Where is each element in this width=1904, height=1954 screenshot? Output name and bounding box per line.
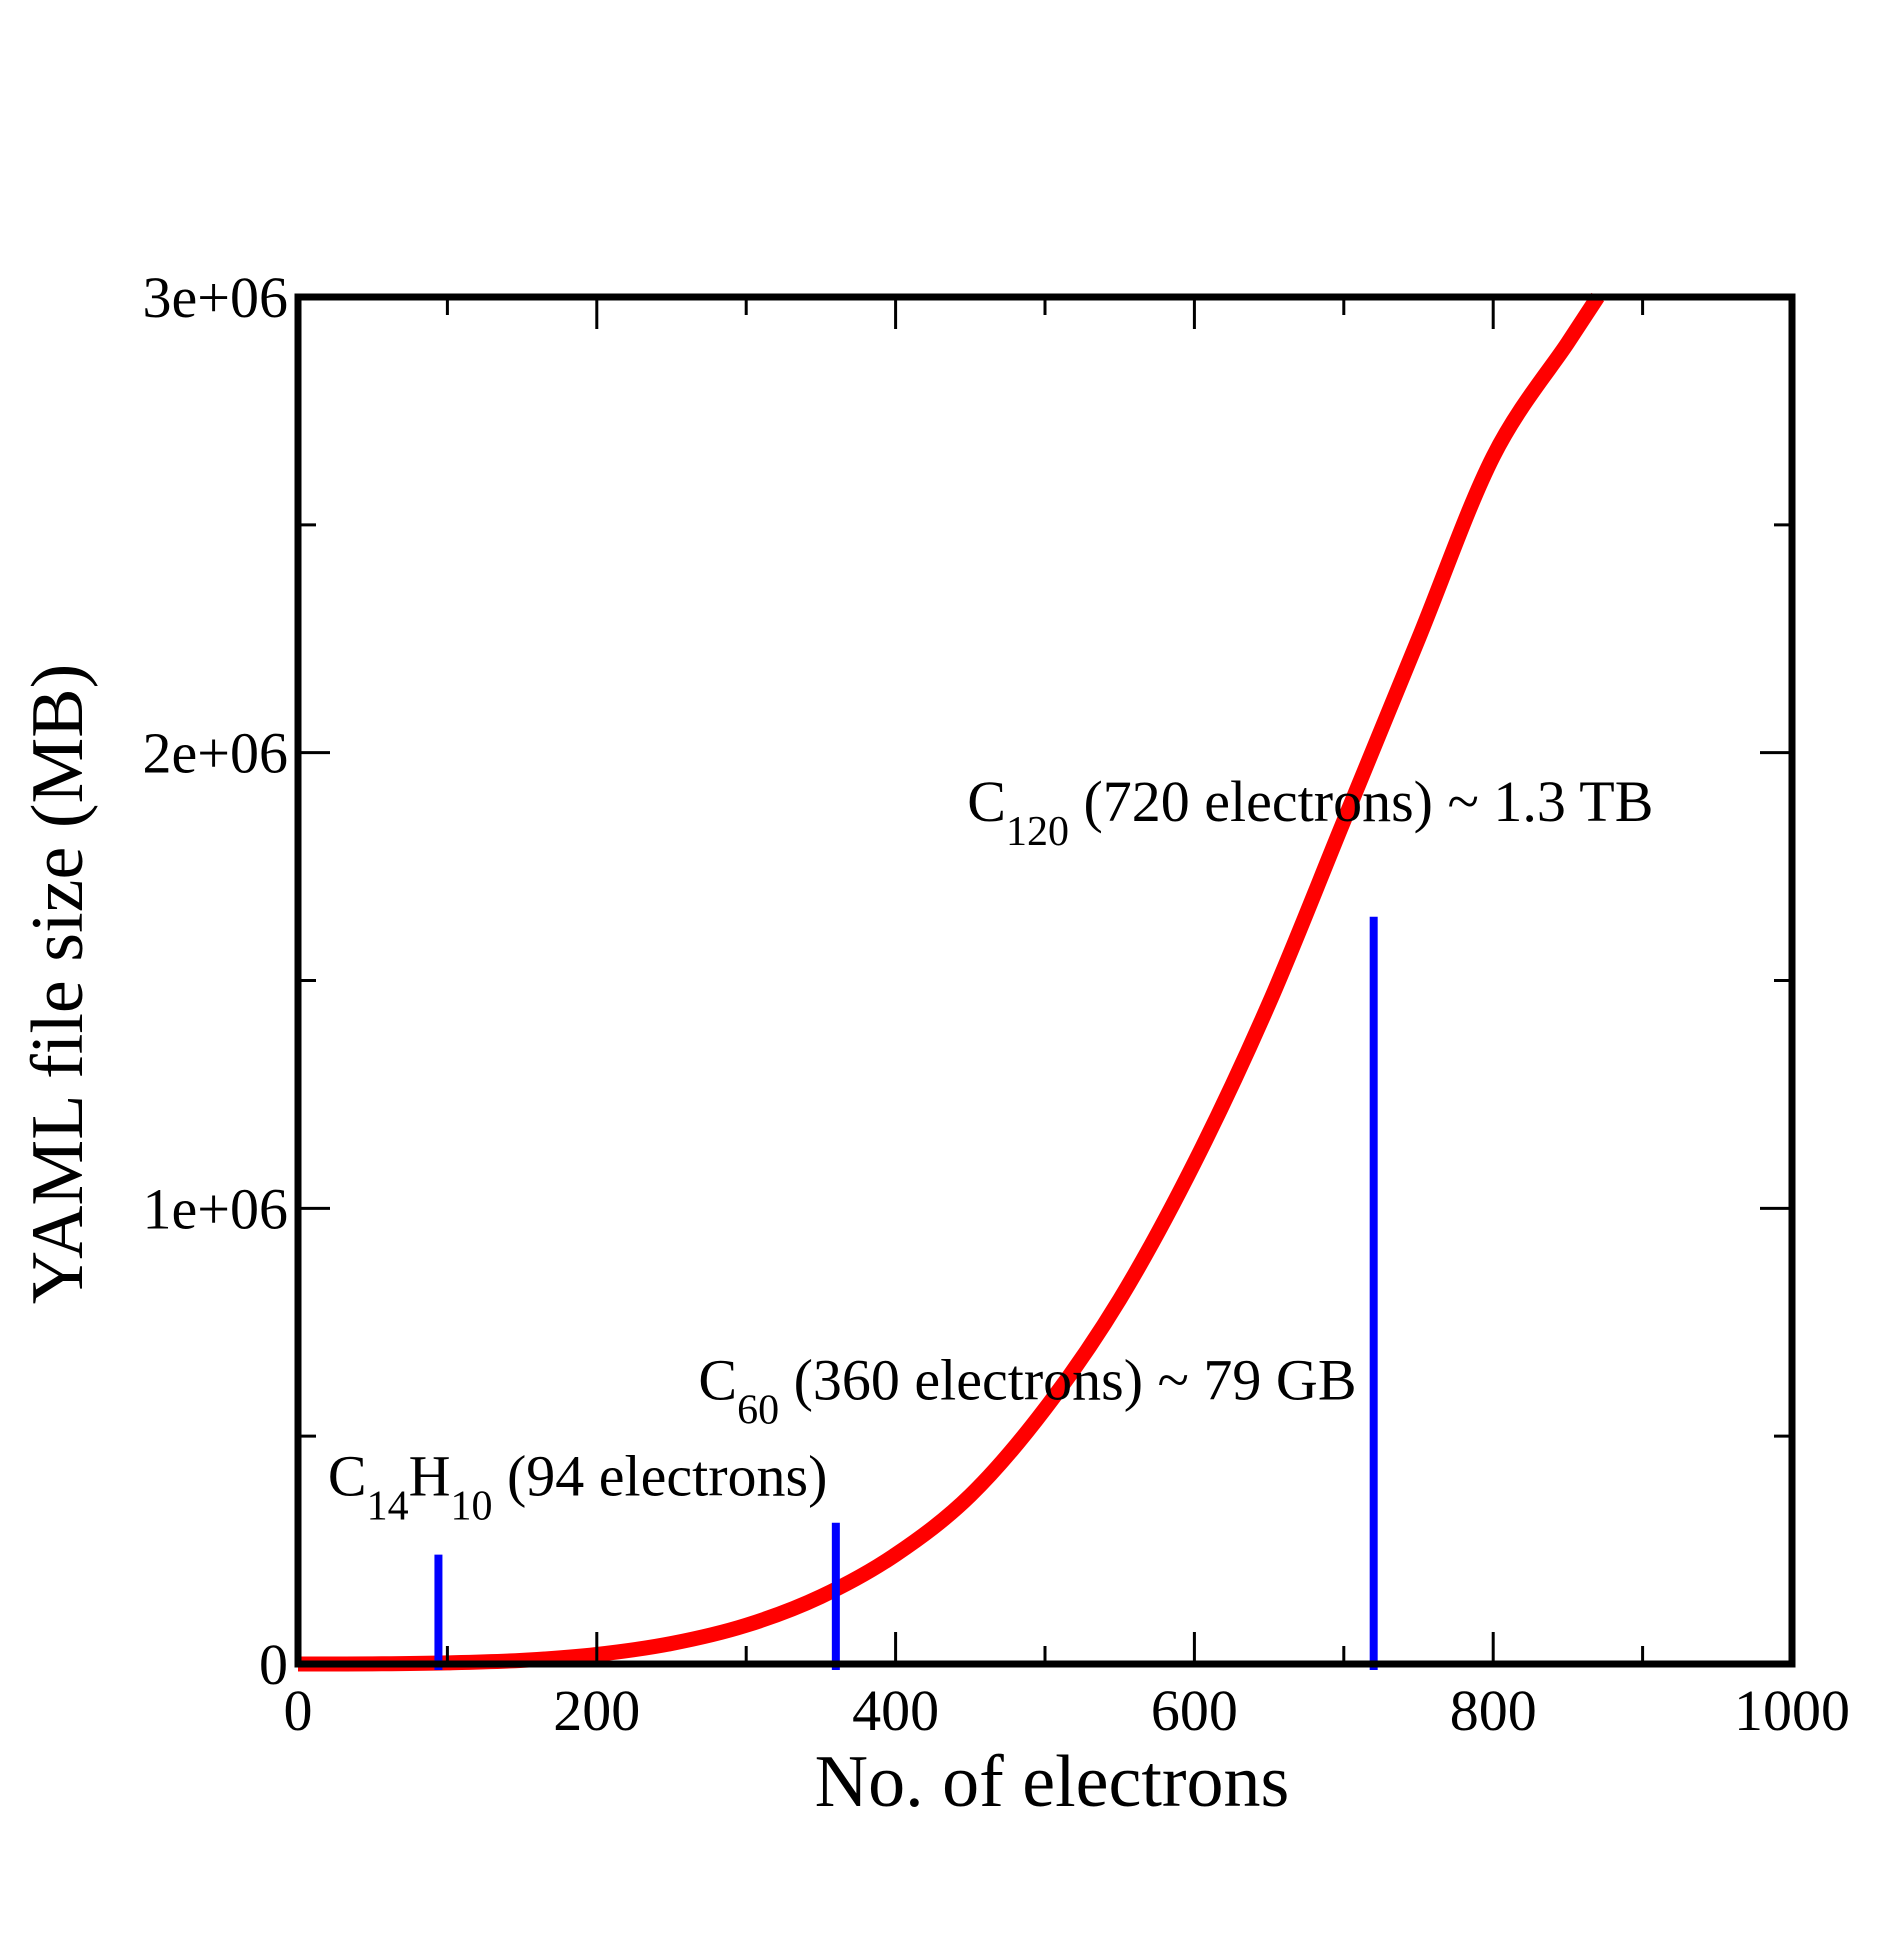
series-line [297,292,1605,1672]
annotation-label: C60 (360 electrons) ~ 79 GB [698,1348,1356,1434]
x-tick-label: 1000 [1734,1678,1850,1743]
marker-layer [434,916,1378,1670]
y-tick-label: 3e+06 [143,265,288,330]
x-tick-label: 400 [852,1678,939,1743]
y-axis-title: YAML file size (MB) [17,664,99,1305]
y-tick-label: 1e+06 [143,1176,288,1241]
annotation-label: C14H10 (94 electrons) [328,1443,828,1529]
annotation-label: C120 (720 electrons) ~ 1.3 TB [967,769,1653,855]
annotation-layer: C14H10 (94 electrons) C60 (360 electrons)… [328,769,1654,1529]
curve-layer [297,292,1605,1672]
x-axis-title: No. of electrons [815,1741,1290,1823]
x-tick-label: 800 [1450,1678,1537,1743]
x-tick-label: 600 [1151,1678,1238,1743]
x-tick-label: 0 [284,1678,313,1743]
axes-layer: 0 200 400 600 800 1000 0 1e+06 2e+06 3e+06 [143,265,1850,1743]
y-tick-label: 0 [259,1632,288,1697]
y-tick-label: 2e+06 [143,721,288,786]
x-tick-label: 200 [553,1678,640,1743]
